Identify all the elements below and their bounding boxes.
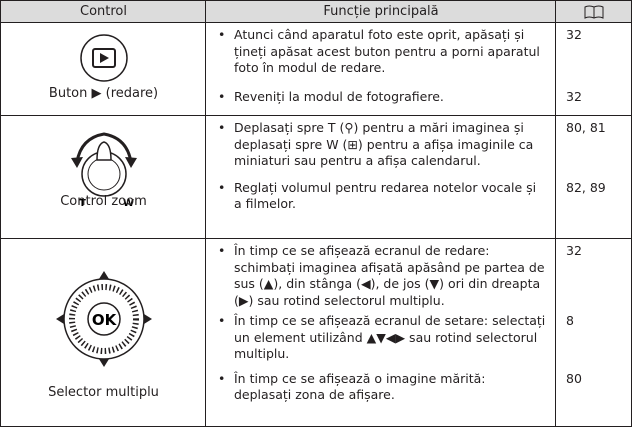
table-row: OK Selector multiplu În timp ce se afișe… [1, 239, 631, 427]
zoom-control-icon: T W [70, 132, 137, 209]
header-cell: Control [80, 4, 127, 19]
control-label: Selector multiplu [48, 384, 159, 400]
control-cell: T W Control zoom [1, 116, 206, 213]
function-item: În timp ce se afișează o imagine mărită:… [206, 367, 556, 404]
svg-text:W: W [123, 198, 134, 209]
function-item: Atunci când aparatul foto este oprit, ap… [206, 23, 556, 77]
function-item: În timp ce se afișează ecranul de setare… [206, 309, 556, 363]
table-header: Control Funcție principală [1, 1, 631, 23]
column-divider [205, 1, 206, 426]
function-item: În timp ce se afișează ecranul de redare… [206, 239, 556, 309]
page-ref: 80 [566, 370, 582, 386]
page-ref: 32 [566, 27, 582, 42]
function-item: Deplasați spre T (⚲) pentru a mări imagi… [206, 116, 556, 170]
table-row: Buton ▶ (redare) Atunci când aparatul fo… [1, 23, 631, 116]
svg-text:T: T [79, 198, 86, 209]
page-ref: 32 [566, 88, 582, 104]
page-ref: 82, 89 [566, 179, 606, 195]
control-label: Control zoom [60, 193, 147, 209]
column-divider [555, 1, 556, 426]
multi-selector-icon: OK [55, 271, 152, 367]
control-label: Buton ▶ (redare) [48, 86, 159, 101]
table-row: T W Control zoom Deplasați spre T (⚲) pe… [1, 116, 631, 239]
playback-button-icon [79, 34, 128, 82]
page-ref: 32 [566, 243, 582, 258]
control-cell: Buton ▶ (redare) [1, 23, 206, 105]
svg-text:OK: OK [91, 311, 117, 329]
book-icon [556, 1, 631, 22]
function-item: Reveniți la modul de fotografiere. [206, 85, 556, 106]
page-ref: 80, 81 [566, 120, 606, 135]
header-cell: Funcție principală [323, 4, 439, 19]
page-ref: 8 [566, 313, 574, 328]
control-cell: OK Selector multiplu [1, 239, 206, 404]
function-item: Reglați volumul pentru redarea notelor v… [206, 176, 556, 213]
